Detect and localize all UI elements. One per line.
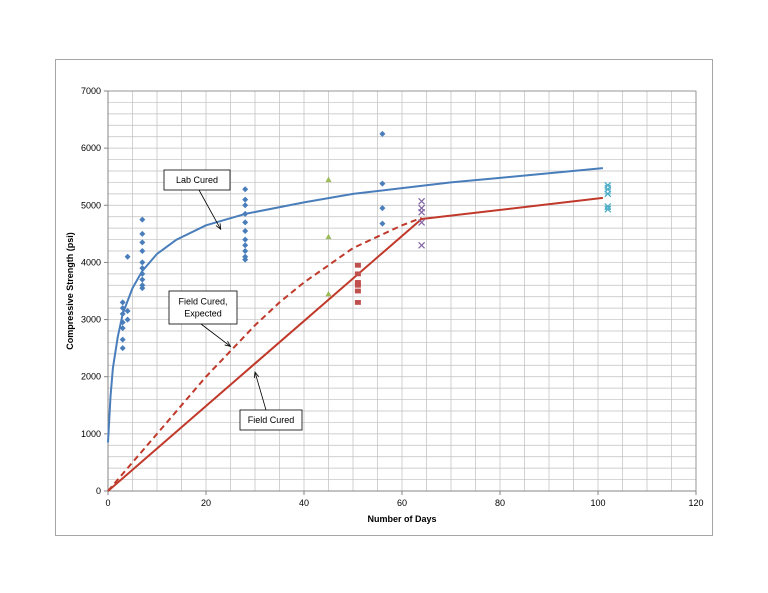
point-diamond (379, 205, 386, 212)
y-tick-label: 0 (96, 486, 101, 496)
point-diamond (119, 336, 126, 343)
x-tick-label: 120 (688, 498, 703, 508)
point-diamond (119, 299, 126, 306)
curve-1 (107, 216, 422, 492)
point-square (354, 280, 361, 285)
point-x (418, 241, 426, 249)
annotation-arrow (200, 323, 231, 347)
point-x (418, 219, 426, 226)
point-diamond (124, 308, 131, 314)
y-tick-label: 1000 (81, 429, 101, 439)
annotation-arrowhead (224, 341, 232, 348)
data-points (119, 130, 612, 352)
annotation-box (239, 409, 303, 431)
annotation-box (168, 290, 238, 325)
point-diamond (139, 265, 146, 272)
point-square (354, 282, 361, 288)
point-asterisk (604, 203, 612, 210)
annotation-text: Expected (184, 309, 222, 319)
point-diamond (119, 310, 126, 317)
x-tick-label: 80 (495, 498, 505, 508)
annotation-arrow (198, 189, 222, 230)
point-asterisk (604, 205, 612, 213)
point-diamond (242, 186, 249, 193)
point-diamond (242, 202, 249, 209)
point-diamond (139, 239, 146, 246)
point-diamond (139, 248, 146, 254)
annotation-box (163, 169, 231, 191)
annotation-0: Lab Cured (163, 169, 231, 231)
point-diamond (242, 210, 249, 217)
point-diamond (139, 230, 146, 237)
x-tick-label: 20 (201, 498, 211, 508)
point-diamond (139, 276, 146, 283)
y-tick-label: 7000 (81, 86, 101, 96)
point-diamond (124, 316, 131, 323)
gridlines (107, 90, 697, 492)
point-diamond (139, 270, 146, 277)
point-diamond (139, 259, 146, 266)
x-tick-label: 0 (105, 498, 110, 508)
annotation-arrowhead (253, 371, 260, 379)
curve-2 (107, 196, 604, 492)
point-asterisk (604, 190, 612, 198)
point-diamond (242, 219, 249, 226)
y-tick-label: 5000 (81, 200, 101, 210)
point-diamond (242, 242, 249, 249)
strength-chart: 0 20 40 60 80 100 120 0 1000 2000 3000 4000 5000 6000… (65, 86, 704, 524)
chart-frame: 0 20 40 60 80 100 120 0 1000 2000 3000 4000 5000 6000… (55, 59, 713, 536)
point-square (354, 288, 361, 294)
x-axis-title: Number of Days (367, 514, 436, 524)
x-tick-label: 60 (397, 498, 407, 508)
point-diamond (119, 319, 126, 326)
y-tick-label: 3000 (81, 315, 101, 325)
point-triangle (325, 233, 332, 240)
x-tick-label: 40 (299, 498, 309, 508)
point-triangle (325, 290, 332, 297)
point-diamond (139, 216, 146, 223)
point-diamond (379, 220, 386, 227)
point-diamond (242, 248, 249, 254)
point-diamond (379, 130, 386, 137)
point-diamond (242, 228, 249, 234)
point-diamond (119, 325, 126, 332)
point-x (418, 208, 426, 216)
point-diamond (379, 180, 386, 187)
point-square (354, 271, 361, 277)
annotation-text: Field Cured, (178, 297, 227, 307)
point-diamond (242, 256, 249, 263)
y-axis-title: Compressive Strength (psi) (65, 232, 75, 350)
point-diamond (242, 236, 249, 243)
point-diamond (119, 305, 126, 312)
point-square (354, 262, 361, 268)
annotation-arrowhead (215, 223, 222, 231)
point-diamond (124, 253, 131, 260)
point-diamond (139, 285, 146, 292)
annotation-2: Field Cured (239, 371, 303, 431)
point-x (418, 197, 426, 205)
y-tick-label: 2000 (81, 372, 101, 382)
y-tick-label: 4000 (81, 257, 101, 267)
annotations: Lab Cured Field Cured, Expected Field Cured (163, 169, 303, 431)
point-square (354, 300, 361, 305)
curves (107, 167, 604, 492)
annotation-text: Lab Cured (176, 175, 218, 185)
point-diamond (119, 345, 126, 352)
y-tick-label: 6000 (81, 143, 101, 153)
point-diamond (242, 196, 249, 203)
annotation-text: Field Cured (248, 415, 295, 425)
annotation-arrow (254, 372, 267, 411)
curve-0 (107, 167, 603, 443)
point-triangle (325, 176, 332, 182)
x-tick-label: 100 (590, 498, 605, 508)
annotation-1: Field Cured, Expected (168, 290, 238, 348)
